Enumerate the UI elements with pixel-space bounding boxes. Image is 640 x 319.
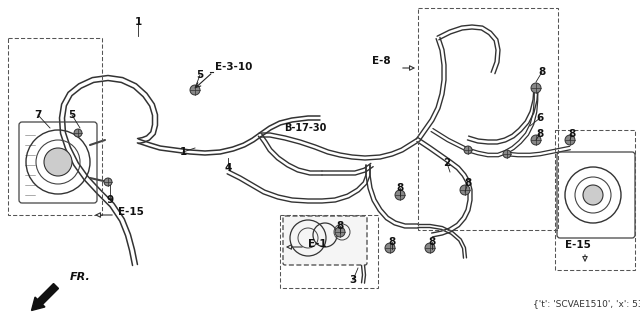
Text: E-8: E-8 [372, 56, 390, 66]
Text: 4: 4 [224, 163, 232, 173]
Polygon shape [437, 25, 500, 74]
Polygon shape [138, 133, 261, 155]
Text: 5: 5 [196, 70, 204, 80]
Bar [555, 130, 635, 270]
Text: 5: 5 [68, 110, 76, 120]
Text: 8: 8 [568, 129, 575, 139]
Text: 8: 8 [428, 237, 436, 247]
Polygon shape [417, 138, 472, 237]
Text: B-17-30: B-17-30 [284, 123, 326, 133]
Circle shape [583, 185, 603, 205]
Circle shape [335, 227, 345, 237]
Polygon shape [339, 231, 365, 283]
Text: 8: 8 [536, 129, 543, 139]
Text: 9: 9 [106, 195, 113, 205]
Polygon shape [417, 37, 446, 141]
Bar [8, 38, 102, 215]
Text: 8: 8 [465, 178, 472, 188]
Circle shape [395, 190, 405, 200]
Text: 8: 8 [388, 237, 396, 247]
Circle shape [531, 83, 541, 93]
Text: 2: 2 [444, 158, 451, 168]
Polygon shape [418, 225, 467, 258]
Polygon shape [507, 146, 570, 157]
Polygon shape [366, 165, 418, 228]
Bar [280, 215, 378, 288]
Polygon shape [259, 134, 322, 175]
Polygon shape [260, 133, 419, 160]
Circle shape [425, 243, 435, 253]
Text: E-1: E-1 [308, 239, 326, 249]
Text: FR.: FR. [70, 272, 91, 282]
Circle shape [464, 146, 472, 154]
FancyArrow shape [31, 284, 58, 310]
Text: 7: 7 [35, 110, 42, 120]
Text: E-3-10: E-3-10 [215, 62, 252, 72]
Polygon shape [60, 76, 157, 265]
Bar [418, 8, 558, 230]
Polygon shape [259, 116, 320, 137]
Text: 8: 8 [396, 183, 404, 193]
Circle shape [190, 85, 200, 95]
Circle shape [460, 185, 470, 195]
Circle shape [565, 135, 575, 145]
Text: E-15: E-15 [118, 207, 144, 217]
Text: 3: 3 [349, 275, 356, 285]
Polygon shape [322, 163, 373, 175]
Polygon shape [431, 88, 538, 157]
Text: 8: 8 [337, 221, 344, 231]
FancyBboxPatch shape [283, 216, 367, 265]
Text: 6: 6 [536, 113, 543, 123]
Circle shape [385, 243, 395, 253]
Polygon shape [227, 165, 370, 203]
Text: 8: 8 [538, 67, 546, 77]
Text: 1: 1 [134, 17, 141, 27]
Text: E-15: E-15 [565, 240, 591, 250]
Text: {'t': 'SCVAE1510', 'x': 530, 'y': 300}: {'t': 'SCVAE1510', 'x': 530, 'y': 300} [533, 300, 640, 309]
Circle shape [503, 150, 511, 158]
Circle shape [74, 129, 82, 137]
Circle shape [104, 178, 112, 186]
Text: 1: 1 [179, 147, 187, 157]
Polygon shape [467, 88, 538, 144]
Circle shape [44, 148, 72, 176]
Circle shape [531, 135, 541, 145]
